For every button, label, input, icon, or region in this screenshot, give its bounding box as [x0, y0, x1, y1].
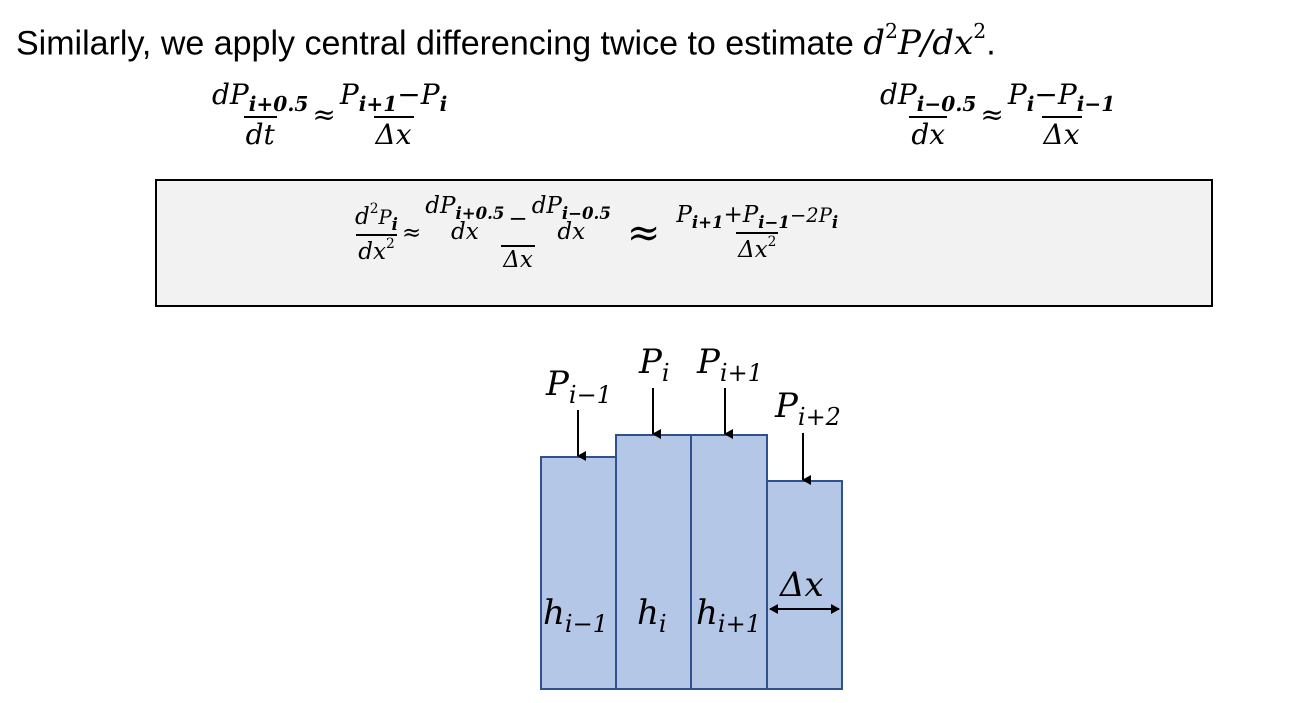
- eq3-minus-sign: −: [508, 205, 528, 232]
- column-i-minus-1: [540, 456, 617, 690]
- eq2-lhs-fraction: dPi−0.5 dx: [880, 78, 977, 152]
- label-p-i-plus-1: Pi+1: [696, 342, 763, 387]
- eq1-approx-sign: ≈: [312, 98, 336, 132]
- eq3-rhs-fraction: Pi+1+Pi−1−2Pi Δx2: [676, 202, 839, 264]
- second-derivative-equation: d2Pi dx2 ≈ dPi+0.5 dx − dPi−0.5 dx Δx ≈ …: [353, 193, 840, 273]
- eq1-lhs-fraction: dPi+0.5 dt: [212, 78, 309, 152]
- label-h-i-plus-1: hi+1: [696, 593, 761, 638]
- eq3-lhs-fraction: d2Pi dx2: [355, 200, 398, 265]
- second-derivative-box: d2Pi dx2 ≈ dPi+0.5 dx − dPi−0.5 dx Δx ≈ …: [155, 179, 1213, 307]
- eq1-rhs-fraction: Pi+1−Pi Δx: [339, 78, 448, 152]
- column-i-plus-1: [690, 434, 768, 690]
- label-h-i-minus-1: hi−1: [543, 593, 608, 638]
- eq2-approx-sign: ≈: [980, 98, 1004, 132]
- intro-expression: d2P/dx2: [863, 19, 987, 64]
- column-i: [615, 434, 692, 690]
- label-p-i-plus-2: Pi+2: [774, 386, 841, 431]
- eq3-inner-fraction-1: dPi+0.5 dx: [425, 193, 505, 245]
- eq3-approx-sign-1: ≈: [401, 219, 422, 246]
- column-i-plus-2: [766, 480, 843, 690]
- forward-half-step-equation: dPi+0.5 dt ≈ Pi+1−Pi Δx: [210, 78, 449, 151]
- intro-text: Similarly, we apply central differencing…: [16, 24, 864, 63]
- eq3-inner-fraction-2: dPi−0.5 dx: [531, 193, 611, 245]
- eq2-rhs-fraction: Pi−Pi−1 Δx: [1007, 78, 1116, 152]
- label-delta-x: Δx: [778, 565, 824, 605]
- label-h-i: hi: [637, 593, 667, 638]
- eq3-approx-sign-2: ≈: [626, 209, 661, 256]
- intro-sentence: Similarly, we apply central differencing…: [16, 19, 996, 64]
- backward-half-step-equation: dPi−0.5 dx ≈ Pi−Pi−1 Δx: [878, 78, 1117, 151]
- label-p-i-minus-1: Pi−1: [545, 364, 612, 409]
- eq3-middle-fraction: dPi+0.5 dx − dPi−0.5 dx Δx: [425, 193, 611, 273]
- label-p-i: Pi: [638, 342, 670, 387]
